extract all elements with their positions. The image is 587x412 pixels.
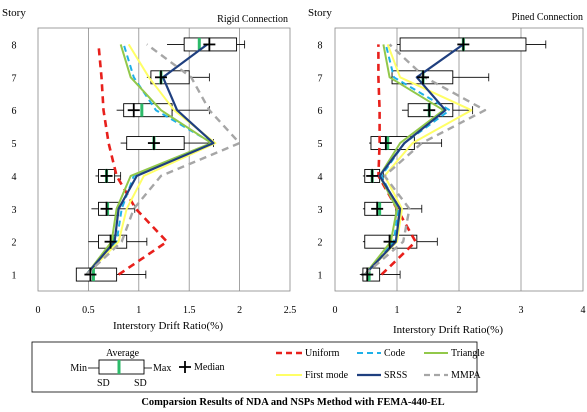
x-tick-label: 0: [36, 305, 41, 316]
legend-median-label: Median: [194, 362, 225, 373]
y-tick-label: 8: [12, 40, 17, 51]
y-tick-label: 3: [318, 205, 323, 216]
series-srss: [363, 43, 464, 276]
y-tick-label: 1: [12, 271, 17, 282]
x-tick-label: 2: [457, 305, 462, 316]
legend-triangle-label: Triangle: [451, 348, 485, 359]
legend-first-mode-label: First mode: [305, 370, 349, 381]
plot-area: [37, 27, 291, 292]
panel-title: Pined Connection: [512, 12, 583, 23]
y-tick-label: 6: [12, 106, 17, 117]
x-tick-label: 1.5: [183, 305, 196, 316]
series-uniform: [97, 44, 169, 276]
median-marker: [379, 136, 392, 151]
panel-pined-connection: 0 1 2 3 4 1 2 3 4 5 6 7 8 Story Interstory Drift Ratio…: [308, 7, 586, 336]
y-axis-label: Story: [2, 7, 26, 19]
median-marker: [100, 201, 113, 216]
figure-caption: Comparsion Results of NDA and NSPs Metho…: [141, 397, 444, 408]
median-marker: [417, 70, 430, 85]
legend-code-label: Code: [384, 348, 406, 359]
x-axis-label: Interstory Drift Ratio(%): [113, 320, 223, 332]
legend-mmpa-label: MMPA: [451, 370, 481, 381]
median-marker: [154, 70, 167, 85]
legend-min-label: Min: [70, 363, 87, 374]
x-tick-label: 4: [581, 305, 586, 316]
x-tick-label: 3: [519, 305, 524, 316]
x-tick-label: 1: [136, 305, 141, 316]
series-mmpa: [85, 43, 241, 276]
median-marker: [423, 103, 436, 118]
legend-sd-left-label: SD: [97, 378, 110, 389]
median-marker: [84, 267, 97, 282]
y-tick-label: 4: [12, 172, 17, 183]
y-tick-label: 4: [318, 172, 323, 183]
legend-box: [98, 359, 145, 375]
median-marker: [147, 136, 160, 151]
x-tick-label: 2: [237, 305, 242, 316]
x-tick-label: 0.5: [82, 305, 95, 316]
legend-max-label: Max: [153, 363, 171, 374]
y-tick-label: 7: [318, 73, 323, 84]
panel-rigid-connection: 0 0.5 1 1.5 2 2.5 1 2 3 4 5 6 7 8 Story Interstory Drif…: [2, 7, 296, 332]
median-marker: [457, 37, 470, 52]
legend-srss-label: SRSS: [384, 370, 407, 381]
y-tick-label: 5: [12, 139, 17, 150]
series-mmpa: [364, 43, 487, 276]
series-srss: [85, 43, 215, 276]
median-marker: [361, 267, 374, 282]
y-tick-label: 6: [318, 106, 323, 117]
box-story-8: [397, 37, 547, 52]
median-marker: [203, 37, 216, 52]
legend-average-label: Average: [106, 348, 140, 359]
y-tick-label: 3: [12, 205, 17, 216]
legend-sd-right-label: SD: [134, 378, 147, 389]
x-tick-label: 2.5: [284, 305, 297, 316]
x-tick-label: 0: [333, 305, 338, 316]
median-marker: [127, 103, 140, 118]
series-first-mode: [85, 43, 217, 276]
y-tick-label: 5: [318, 139, 323, 150]
box-story-1: [75, 267, 147, 282]
x-tick-label: 1: [395, 305, 400, 316]
legend-uniform-label: Uniform: [305, 348, 340, 359]
y-tick-label: 2: [12, 238, 17, 249]
legend-median-marker: [179, 361, 191, 373]
median-marker: [104, 234, 117, 249]
series-first-mode: [364, 44, 473, 276]
box-sd: [123, 103, 173, 118]
y-tick-label: 8: [318, 40, 323, 51]
x-axis-label: Interstory Drift Ratio(%): [393, 324, 503, 336]
y-tick-label: 7: [12, 73, 17, 84]
y-tick-label: 1: [318, 271, 323, 282]
series-uniform: [377, 44, 417, 276]
panel-title: Rigid Connection: [217, 14, 288, 25]
median-marker: [100, 168, 113, 183]
box-sd: [75, 267, 118, 282]
box-story-6: [116, 103, 210, 118]
median-marker: [371, 201, 384, 216]
median-marker: [383, 234, 396, 249]
y-axis-label: Story: [308, 7, 332, 19]
series-triangle: [364, 44, 445, 276]
legend: Average Min Max SD SD Median Uniform Cod…: [31, 341, 485, 393]
series-triangle: [85, 44, 213, 276]
median-marker: [366, 168, 379, 183]
y-tick-label: 2: [318, 238, 323, 249]
